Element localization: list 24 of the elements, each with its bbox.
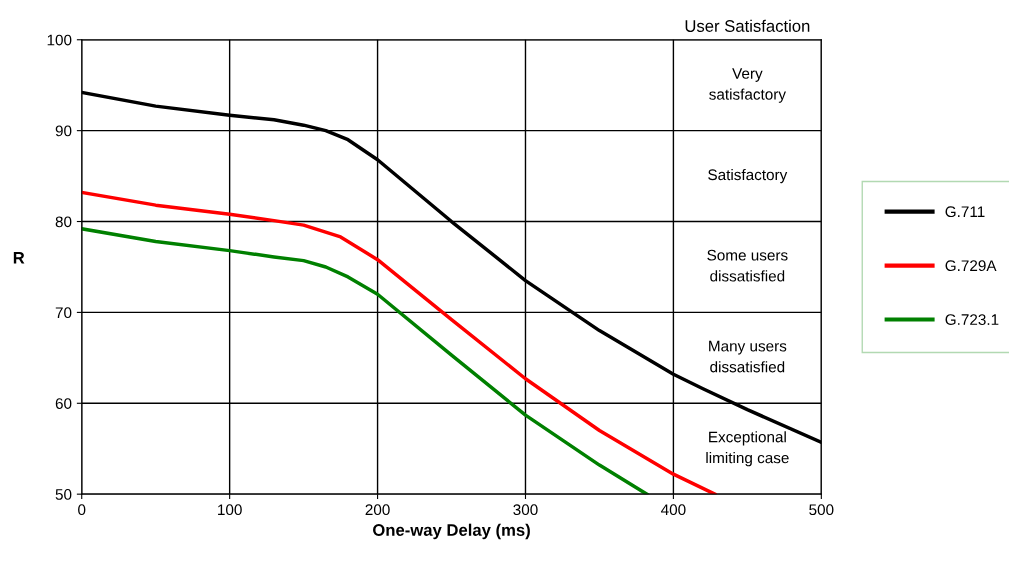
- annotation: Some users dissatisfied: [707, 249, 788, 282]
- x-tick-label: 300: [513, 504, 538, 516]
- x-axis-title: One-way Delay (ms): [373, 523, 530, 540]
- y-tick-label: 80: [55, 216, 72, 228]
- y-tick-label: 70: [55, 307, 72, 319]
- x-tick-label: 400: [661, 504, 686, 516]
- line-series: [81, 227, 649, 495]
- legend-label: G.729A: [945, 260, 997, 272]
- x-tick-label: 200: [365, 504, 390, 516]
- text: User Satisfaction: [685, 19, 810, 32]
- y-tick-label: 100: [47, 34, 72, 46]
- y-tick-label: 90: [55, 125, 72, 137]
- x-tick-label: 100: [218, 504, 242, 516]
- legend-label: G.711: [945, 206, 985, 218]
- annotation: Very satisfactory: [709, 68, 786, 103]
- y-axis-title: R: [13, 252, 25, 264]
- x-tick-label: 0: [78, 504, 86, 516]
- legend-label: G.723.1: [945, 314, 999, 326]
- annotation: Satisfactory: [708, 168, 788, 184]
- y-tick-label: 50: [55, 489, 72, 500]
- annotation: Exceptional limiting case: [706, 431, 789, 467]
- y-tick-label: 60: [55, 398, 72, 409]
- annotation: Many users dissatisfied: [709, 340, 787, 373]
- x-tick-label: 500: [809, 504, 834, 516]
